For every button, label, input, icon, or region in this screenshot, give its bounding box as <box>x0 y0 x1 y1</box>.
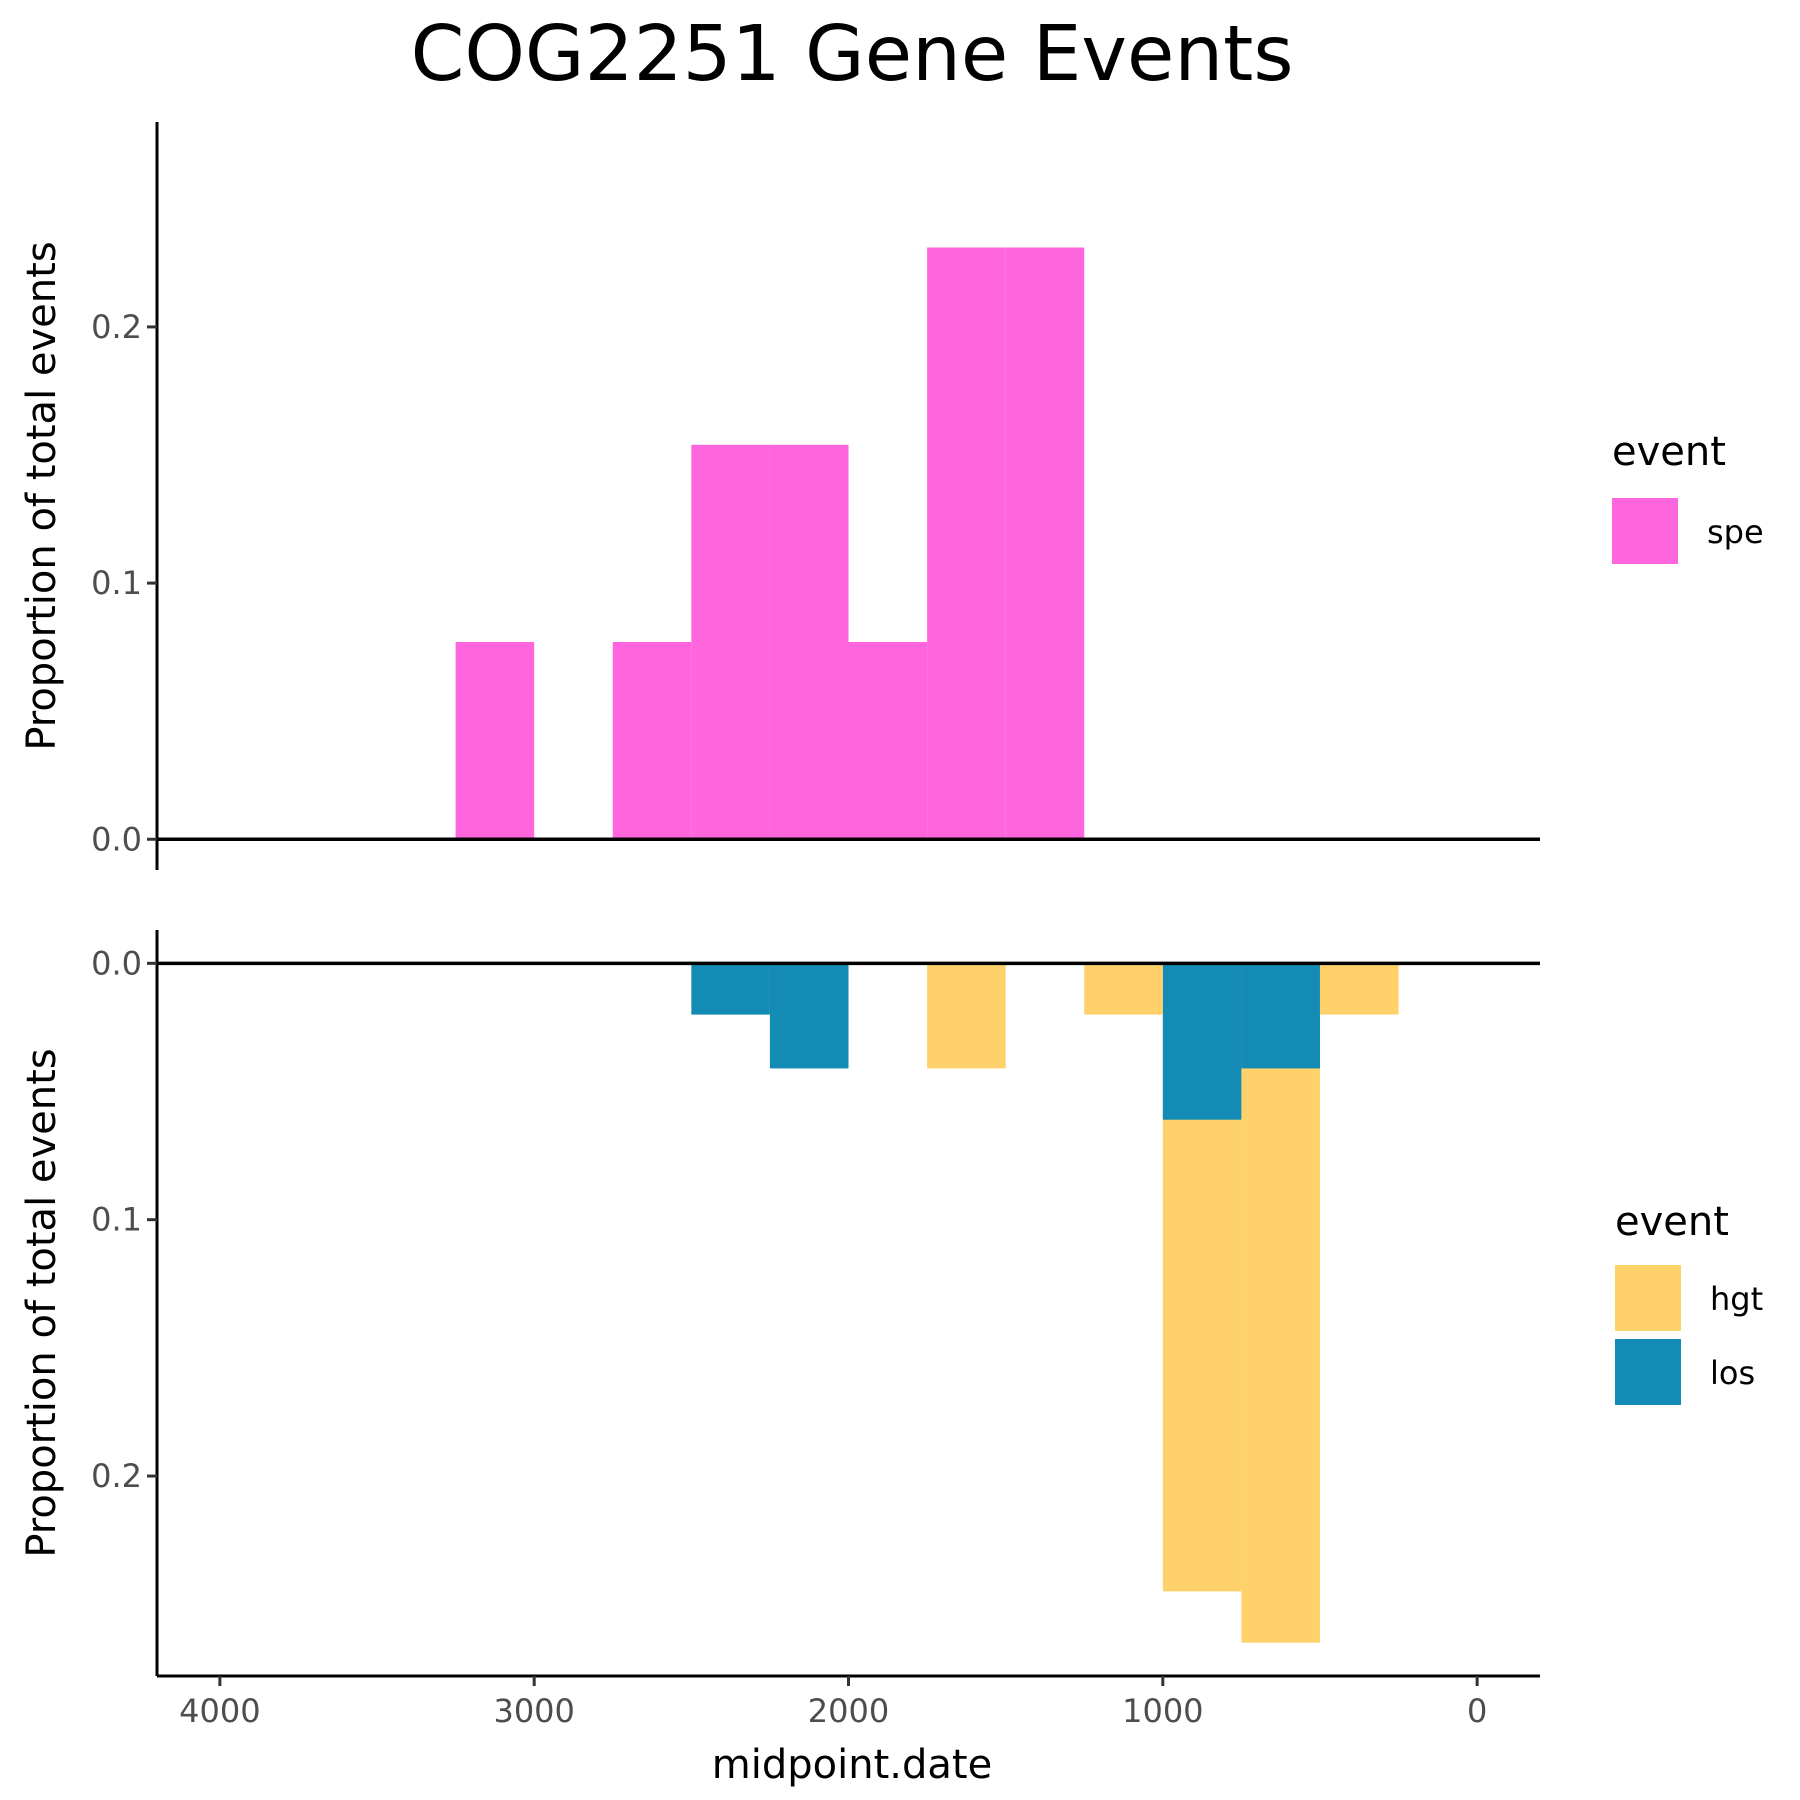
bar-spe-2000 <box>769 444 849 840</box>
bar-spe-1250 <box>1005 247 1085 840</box>
y-tick-label: 0.0 <box>91 944 142 982</box>
legend: event spe <box>1612 429 1764 564</box>
bar-los-750 <box>1162 963 1242 1120</box>
bar-spe-1500 <box>927 247 1006 840</box>
bar-hgt-1500 <box>927 963 1006 1069</box>
x-tick-label: 4000 <box>179 1692 260 1730</box>
bar-hgt-250 <box>1319 963 1399 1015</box>
x-tick-label: 0 <box>1467 1692 1487 1730</box>
legend-title: event <box>1612 429 1726 475</box>
bar-los-2000 <box>769 963 849 1069</box>
y-axis-title: Proportion of total events <box>19 1048 65 1557</box>
bar-los-2250 <box>691 963 770 1015</box>
legend-title: event <box>1615 1199 1729 1245</box>
x-tick-label: 2000 <box>808 1692 889 1730</box>
legend-label-spe: spe <box>1707 513 1764 551</box>
legend-label-hgt: hgt <box>1710 1280 1763 1318</box>
bar-hgt-500 <box>1241 963 1320 1643</box>
y-tick-label: 0.0 <box>91 820 142 858</box>
legend-label-los: los <box>1710 1354 1755 1392</box>
x-axis-title: midpoint.date <box>712 1742 992 1788</box>
legend-key-spe <box>1612 498 1678 564</box>
panel-1: 0.0 0.1 0.2 Proportion of total events event… <box>19 122 1764 870</box>
bar-spe-3000 <box>455 642 535 840</box>
bar-hgt-1000 <box>1084 963 1163 1015</box>
y-tick-label: 0.2 <box>91 1457 142 1495</box>
bar-los-500 <box>1241 963 1320 1069</box>
y-tick-label: 0.2 <box>91 308 142 346</box>
legend-key-hgt <box>1615 1265 1681 1331</box>
y-axis-title: Proportion of total events <box>19 241 65 750</box>
bar-spe-2250 <box>691 444 770 840</box>
legend: event hgt los <box>1615 1199 1763 1405</box>
y-tick-label: 0.1 <box>91 564 142 602</box>
legend-key-los <box>1615 1339 1681 1405</box>
chart-panels: 0.0 0.1 0.2 Proportion of total events event… <box>19 122 1764 1730</box>
y-tick-label: 0.1 <box>91 1201 142 1239</box>
bar-spe-1750 <box>848 642 928 840</box>
x-tick-label: 3000 <box>493 1692 574 1730</box>
panel-2: 0.0 0.1 0.2 Proportion of total events event… <box>19 930 1763 1730</box>
x-tick-label: 1000 <box>1122 1692 1203 1730</box>
chart-title: COG2251 Gene Events <box>411 10 1294 99</box>
bar-spe-2500 <box>612 642 692 840</box>
